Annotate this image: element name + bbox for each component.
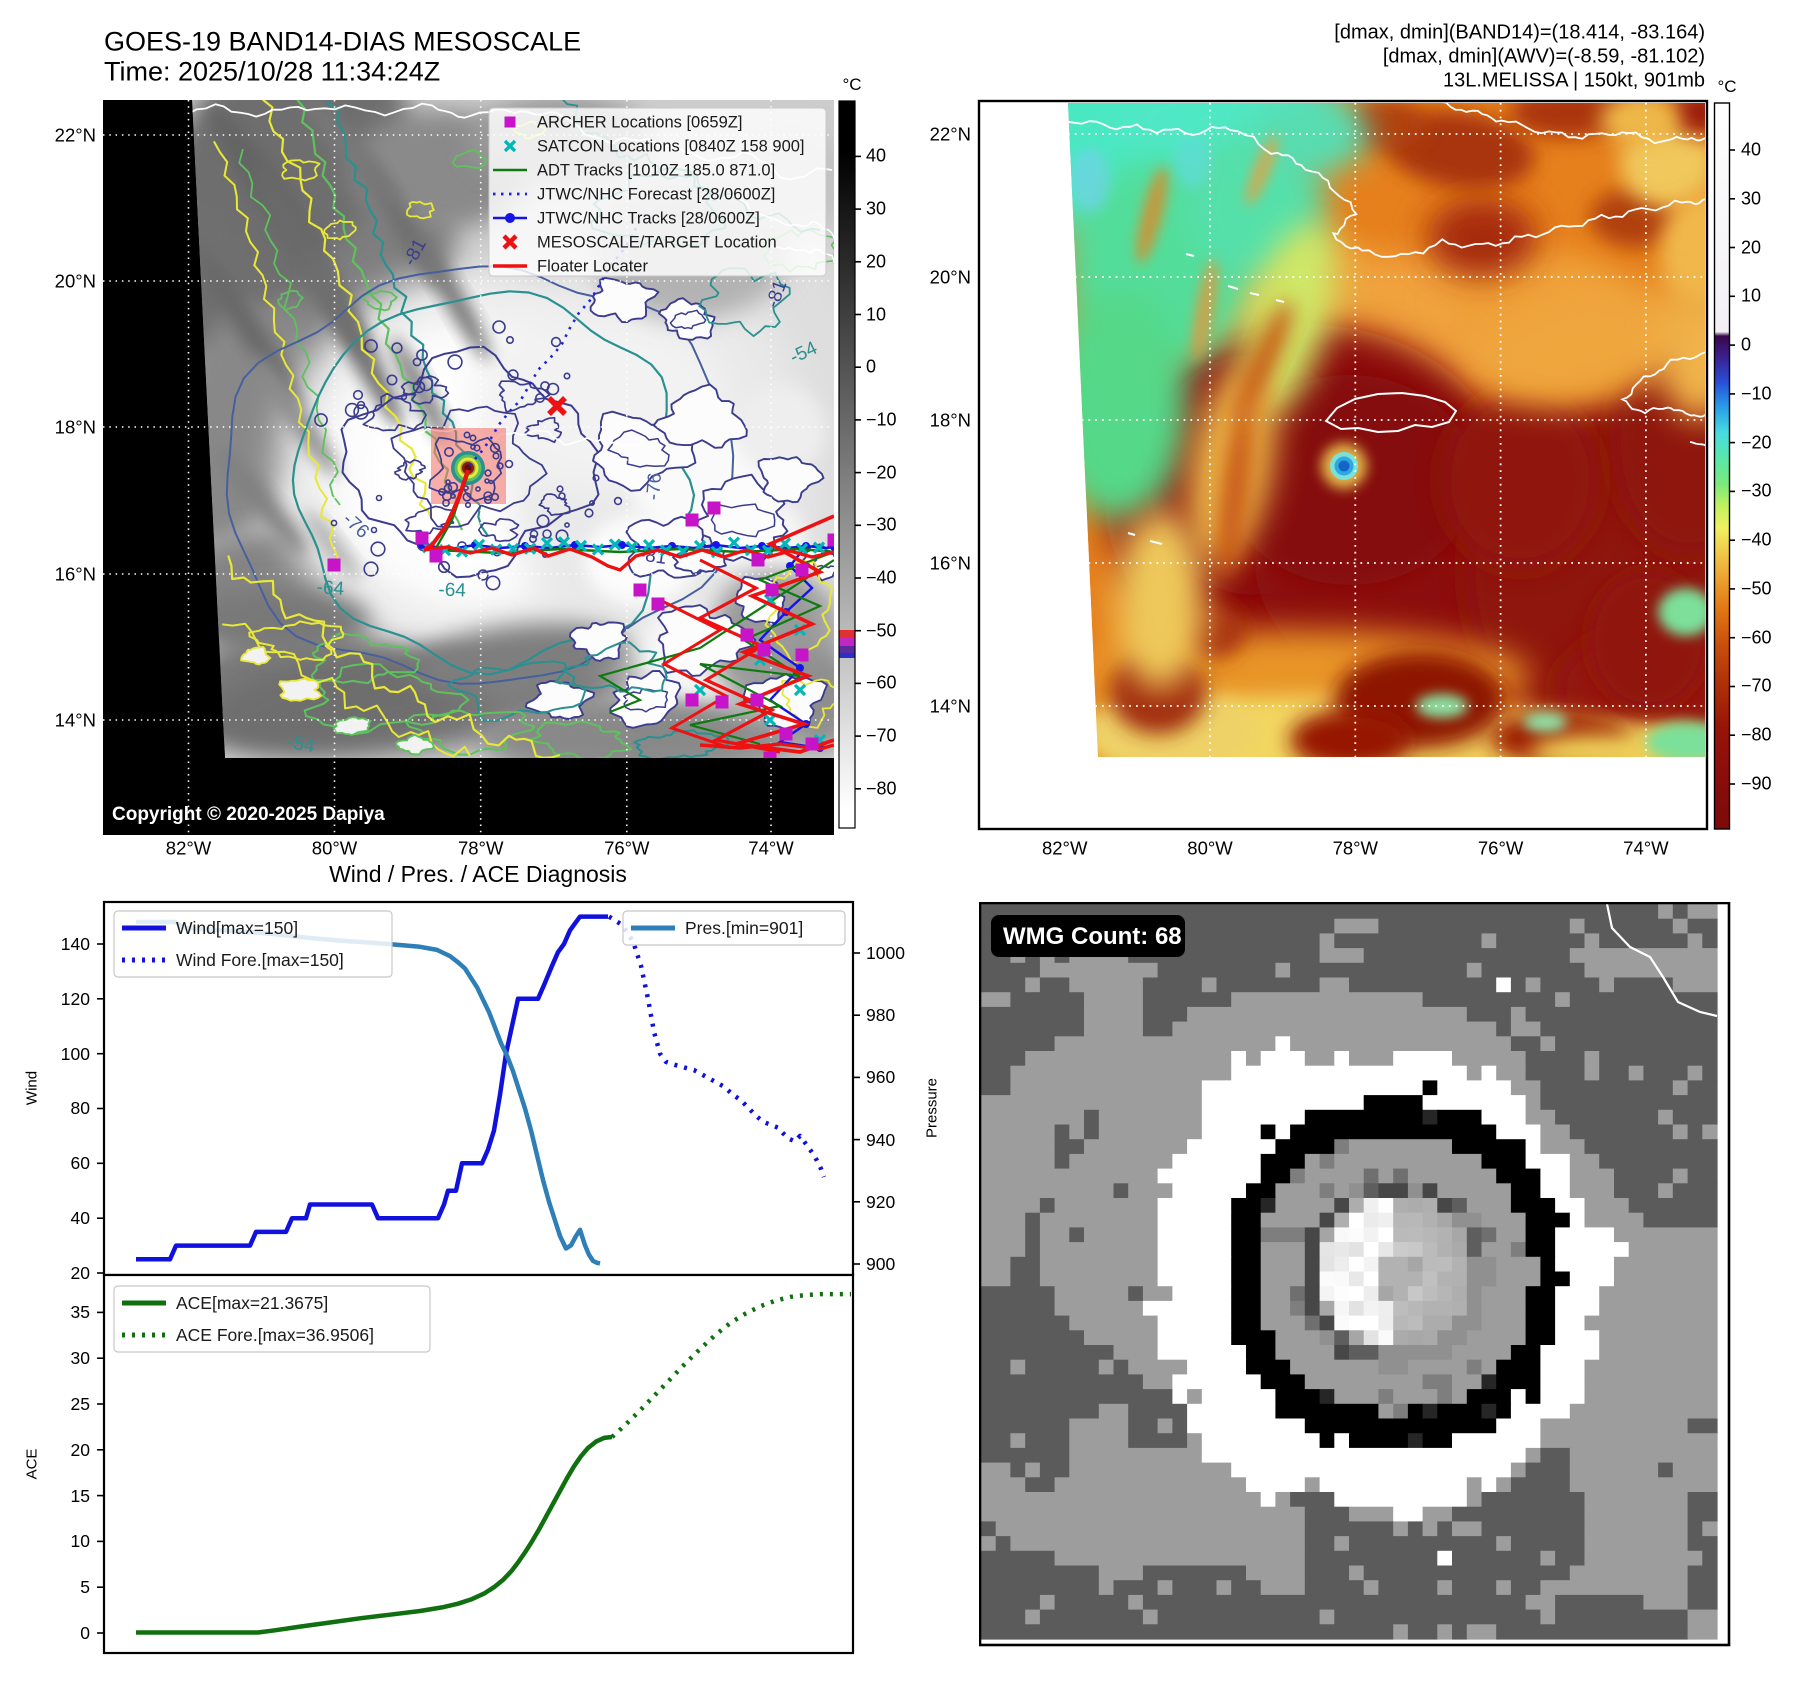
svg-text:JTWC/NHC Forecast [28/0600Z]: JTWC/NHC Forecast [28/0600Z] <box>537 186 775 204</box>
svg-text:ACE Fore.[max=36.9506]: ACE Fore.[max=36.9506] <box>176 1325 374 1345</box>
svg-text:ADT Tracks [1010Z 185.0 871.0]: ADT Tracks [1010Z 185.0 871.0] <box>537 162 775 180</box>
svg-text:JTWC/NHC Tracks [28/0600Z]: JTWC/NHC Tracks [28/0600Z] <box>537 210 760 228</box>
svg-text:-64: -64 <box>438 580 467 602</box>
svg-text:ARCHER Locations [0659Z]: ARCHER Locations [0659Z] <box>537 114 742 132</box>
svg-text:Wind[max=150]: Wind[max=150] <box>176 918 298 938</box>
svg-text:WMG Count: 68: WMG Count: 68 <box>1003 923 1182 950</box>
svg-text:-64: -64 <box>316 577 345 600</box>
svg-text:-76: -76 <box>643 472 666 501</box>
svg-text:Wind Fore.[max=150]: Wind Fore.[max=150] <box>176 950 344 970</box>
svg-text:SATCON Locations [0840Z 158 90: SATCON Locations [0840Z 158 900] <box>537 138 805 156</box>
svg-text:MESOSCALE/TARGET Location: MESOSCALE/TARGET Location <box>537 234 777 252</box>
svg-text:-54: -54 <box>286 732 317 758</box>
svg-text:Pres.[min=901]: Pres.[min=901] <box>685 918 803 938</box>
svg-text:ACE[max=21.3675]: ACE[max=21.3675] <box>176 1293 328 1313</box>
svg-text:Floater Locater: Floater Locater <box>537 258 648 276</box>
